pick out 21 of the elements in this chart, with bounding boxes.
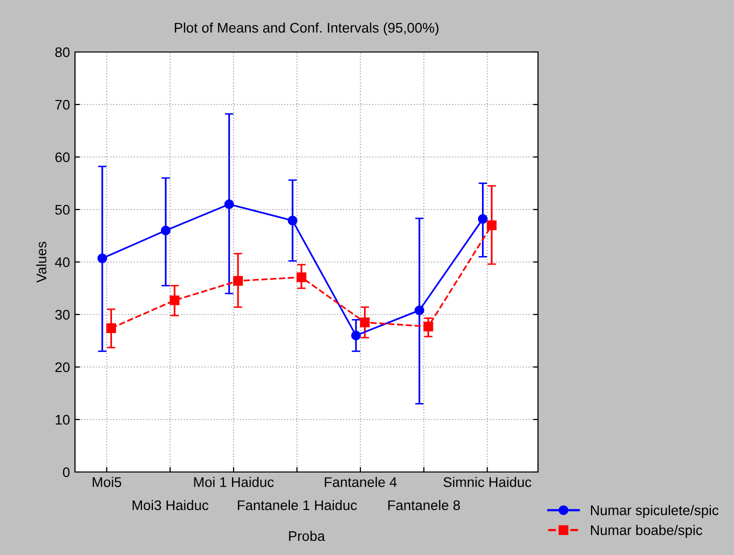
- x-tick-label: Simnic Haiduc: [444, 476, 532, 488]
- chart-title: Plot of Means and Conf. Intervals (95,00%): [174, 22, 438, 36]
- y-tick-label: 0: [62, 467, 70, 478]
- x-tick-label: Fantanele 4: [324, 476, 397, 488]
- y-tick-label: 30: [55, 310, 70, 320]
- legend-label: Numar boabe/spic: [591, 524, 702, 538]
- x-tick-label: Moi3 Haiduc: [132, 500, 208, 510]
- x-tick-label: Moi5: [92, 476, 122, 488]
- x-tick-label: Fantanele 8: [388, 500, 460, 510]
- x-axis-title: Proba: [289, 530, 326, 541]
- x-tick-label: Moi 1 Haiduc: [194, 476, 274, 488]
- legend-label: Numar spiculete/spic: [591, 505, 718, 518]
- y-tick-label: 40: [55, 257, 70, 268]
- y-tick-label: 80: [55, 47, 70, 58]
- y-tick-label: 50: [55, 204, 70, 215]
- y-tick-label: 60: [55, 152, 70, 162]
- y-axis-title: Values: [36, 242, 46, 283]
- y-tick-label: 10: [56, 414, 70, 425]
- x-tick-label: Fantanele 1 Haiduc: [238, 500, 357, 510]
- y-tick-label: 70: [55, 100, 70, 110]
- y-tick-label: 20: [55, 362, 70, 372]
